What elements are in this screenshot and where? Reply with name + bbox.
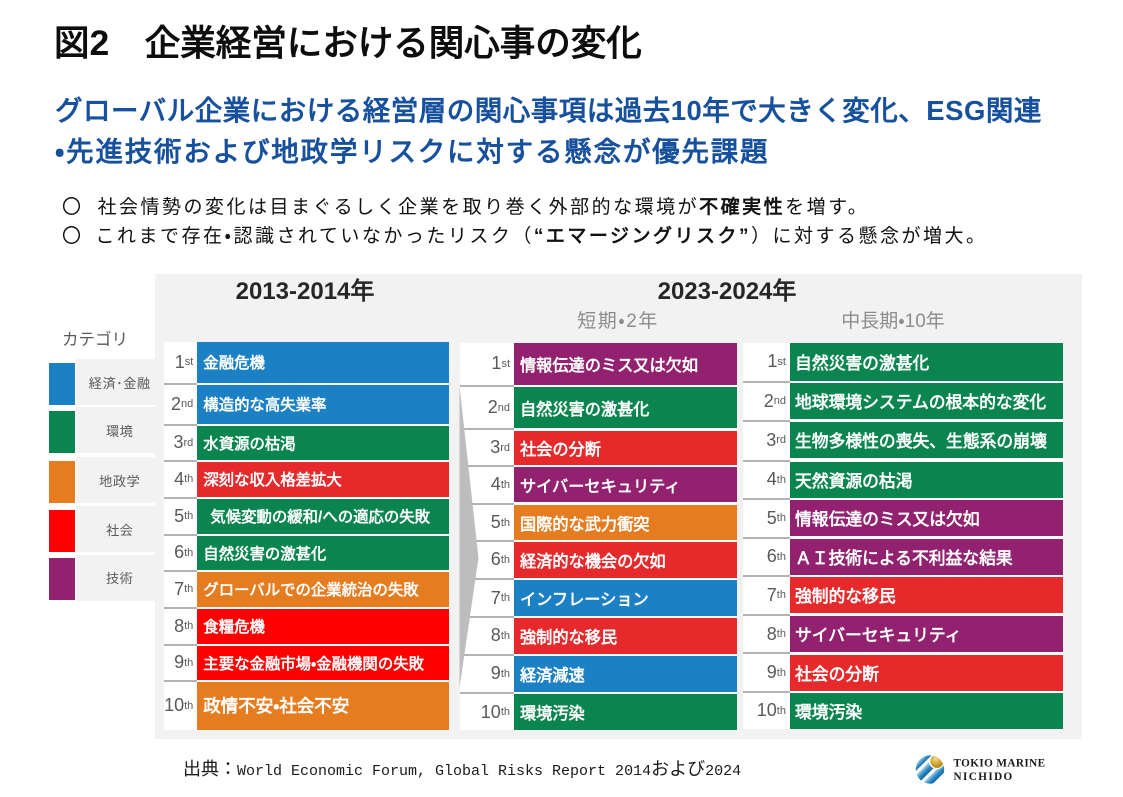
- svg-text:NICHIDO: NICHIDO: [954, 771, 1014, 783]
- svg-text:TOKIO MARINE: TOKIO MARINE: [954, 758, 1046, 770]
